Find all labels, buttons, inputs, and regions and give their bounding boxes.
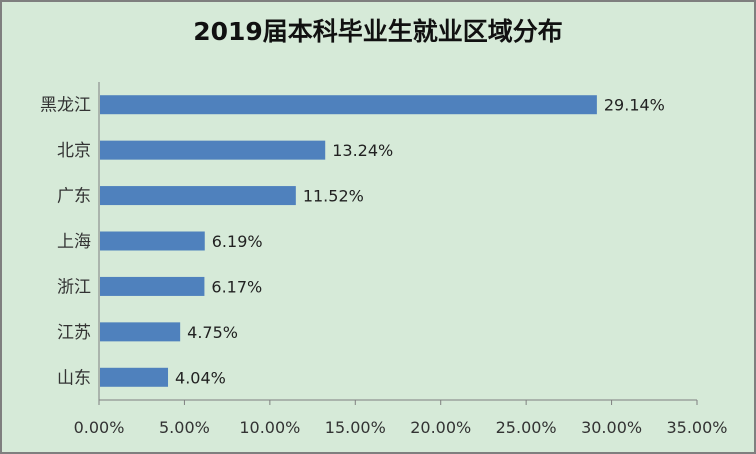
data-label: 4.75% [187,323,238,342]
data-label: 6.19% [212,232,263,251]
category-label: 广东 [57,187,91,207]
x-tick-label: 25.00% [496,418,557,437]
category-label: 浙江 [57,277,91,297]
category-label: 上海 [57,232,91,252]
bar [100,231,205,251]
x-tick-label: 30.00% [581,418,642,437]
category-label: 黑龙江 [40,96,91,116]
chart-title: 2019届本科毕业生就业区域分布 [193,17,563,46]
bar [100,186,296,206]
data-label: 6.17% [211,277,262,296]
x-tick-label: 20.00% [410,418,471,437]
category-label: 山东 [57,368,91,388]
data-label: 29.14% [604,96,665,115]
bar [100,95,597,115]
category-label: 江苏 [57,323,91,343]
category-label: 北京 [57,141,91,161]
bar [100,276,205,296]
x-tick-label: 10.00% [239,418,300,437]
x-tick-label: 5.00% [159,418,210,437]
x-tick-label: 35.00% [666,418,727,437]
bar [100,322,181,342]
data-label: 4.04% [175,368,226,387]
data-label: 11.52% [303,187,364,206]
bar [100,367,169,387]
x-tick-label: 0.00% [74,418,125,437]
data-label: 13.24% [332,141,393,160]
bar [100,140,326,160]
x-tick-label: 15.00% [325,418,386,437]
